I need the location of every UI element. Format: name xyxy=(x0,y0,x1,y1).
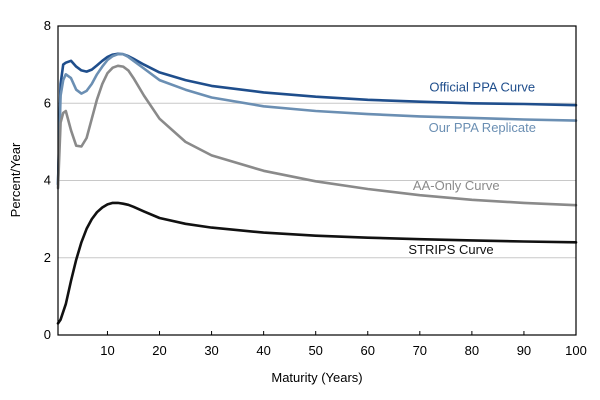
x-tick-label: 10 xyxy=(100,343,114,358)
y-tick-label: 8 xyxy=(44,18,51,33)
x-axis-title: Maturity (Years) xyxy=(271,370,362,385)
x-tick-label: 70 xyxy=(413,343,427,358)
series-label-strips-curve: STRIPS Curve xyxy=(408,242,493,257)
x-tick-label: 80 xyxy=(465,343,479,358)
x-tick-label: 40 xyxy=(256,343,270,358)
x-tick-label: 100 xyxy=(565,343,587,358)
x-tick-label: 30 xyxy=(204,343,218,358)
series-label-aa-only-curve: AA-Only Curve xyxy=(413,178,500,193)
x-tick-label: 60 xyxy=(361,343,375,358)
y-tick-label: 6 xyxy=(44,95,51,110)
series-line-strips-curve xyxy=(56,201,578,325)
series-label-official-ppa-curve: Official PPA Curve xyxy=(429,80,535,95)
y-axis-ticks: 0 2 4 6 8 xyxy=(44,18,51,342)
y-axis-title: Percent/Year xyxy=(8,142,23,217)
series-line-our-ppa-replicate xyxy=(56,52,578,186)
series-label-our-ppa-replicate: Our PPA Replicate xyxy=(429,120,536,135)
x-tick-label: 90 xyxy=(517,343,531,358)
x-tick-label: 50 xyxy=(308,343,322,358)
y-tick-label: 0 xyxy=(44,327,51,342)
x-tick-label: 20 xyxy=(152,343,166,358)
y-tick-label: 4 xyxy=(44,173,51,188)
y-tick-label: 2 xyxy=(44,250,51,265)
x-axis-ticks: 10 20 30 40 50 60 70 80 90 100 xyxy=(100,331,587,358)
series-labels: Official PPA Curve Our PPA Replicate AA-On… xyxy=(408,80,536,257)
plot-frame xyxy=(57,25,577,336)
series-lines xyxy=(56,52,578,325)
series-line-aa-only-curve xyxy=(56,64,578,207)
